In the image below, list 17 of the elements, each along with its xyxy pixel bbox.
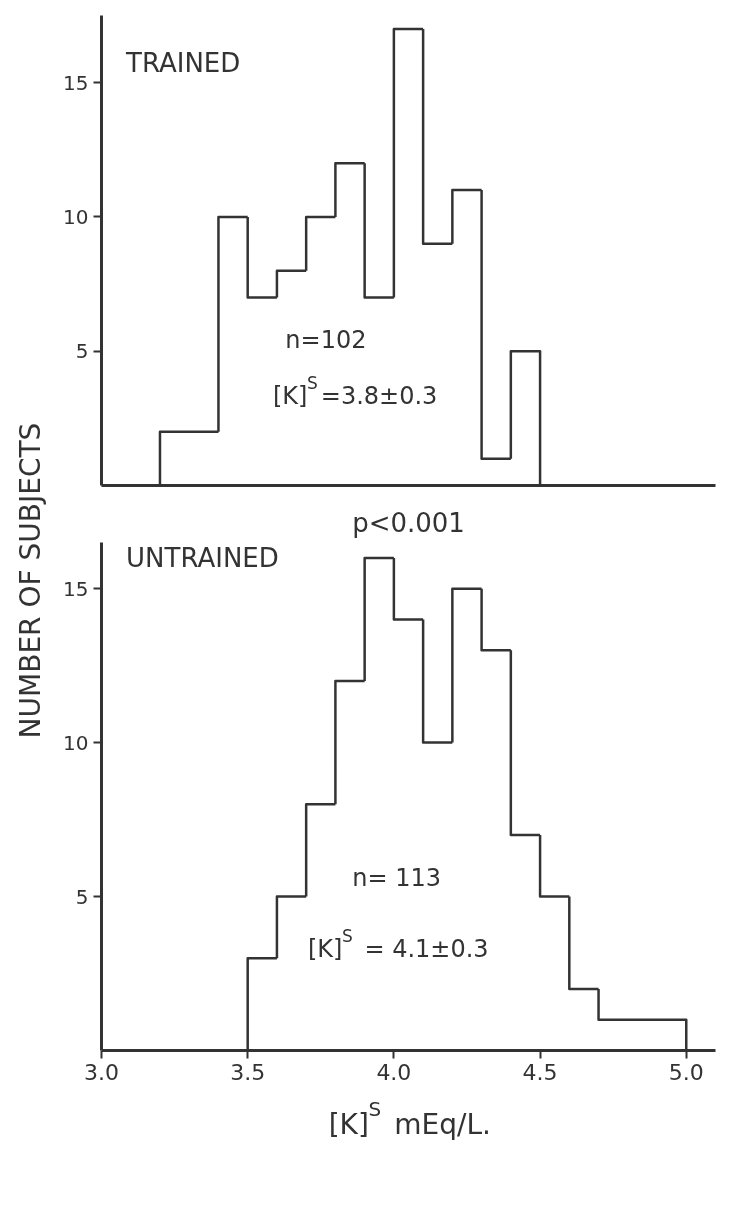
y-tick-label: 5	[75, 339, 89, 364]
chart-subtitle: p<0.001	[352, 507, 465, 538]
x-tick-label: 4.0	[376, 1059, 412, 1085]
x-tick-label: 5.0	[668, 1059, 704, 1085]
y-axis-title: NUMBER OF SUBJECTS	[14, 422, 47, 739]
annotation: n=102	[285, 325, 367, 354]
y-tick-label: 10	[63, 730, 89, 755]
text: TRAINED	[125, 47, 241, 78]
x-tick-label: 4.5	[522, 1059, 558, 1085]
x-tick-label: 3.0	[84, 1059, 120, 1085]
chart-title: UNTRAINED	[126, 542, 279, 573]
y-tick-label: 15	[63, 576, 89, 601]
annotation: n= 113	[352, 863, 442, 892]
y-tick-label: 10	[63, 204, 89, 229]
y-tick-label: 15	[63, 70, 89, 95]
y-tick-label: 5	[75, 884, 89, 909]
x-tick-label: 3.5	[230, 1059, 266, 1085]
